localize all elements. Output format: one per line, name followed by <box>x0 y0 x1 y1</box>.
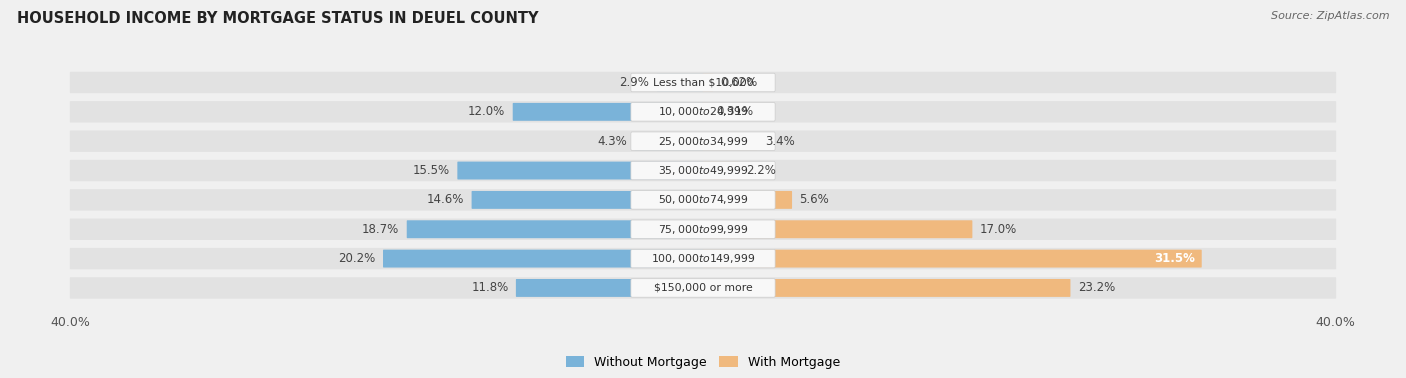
FancyBboxPatch shape <box>516 279 703 297</box>
FancyBboxPatch shape <box>703 279 1070 297</box>
FancyBboxPatch shape <box>471 191 703 209</box>
Text: 15.5%: 15.5% <box>413 164 450 177</box>
FancyBboxPatch shape <box>631 249 775 268</box>
Text: 31.5%: 31.5% <box>1154 252 1195 265</box>
Text: $150,000 or more: $150,000 or more <box>654 283 752 293</box>
FancyBboxPatch shape <box>703 249 1202 268</box>
FancyBboxPatch shape <box>703 161 738 180</box>
Text: 14.6%: 14.6% <box>427 194 464 206</box>
FancyBboxPatch shape <box>631 102 775 121</box>
Text: $35,000 to $49,999: $35,000 to $49,999 <box>658 164 748 177</box>
Text: 2.9%: 2.9% <box>620 76 650 89</box>
Text: $75,000 to $99,999: $75,000 to $99,999 <box>658 223 748 236</box>
FancyBboxPatch shape <box>631 220 775 239</box>
FancyBboxPatch shape <box>70 160 1336 181</box>
Text: $10,000 to $24,999: $10,000 to $24,999 <box>658 105 748 118</box>
FancyBboxPatch shape <box>631 279 775 297</box>
Legend: Without Mortgage, With Mortgage: Without Mortgage, With Mortgage <box>561 350 845 373</box>
Text: 3.4%: 3.4% <box>765 135 794 148</box>
FancyBboxPatch shape <box>703 103 709 121</box>
FancyBboxPatch shape <box>70 218 1336 240</box>
Text: 23.2%: 23.2% <box>1078 282 1115 294</box>
Text: $100,000 to $149,999: $100,000 to $149,999 <box>651 252 755 265</box>
FancyBboxPatch shape <box>70 101 1336 122</box>
FancyBboxPatch shape <box>631 73 775 92</box>
FancyBboxPatch shape <box>631 161 775 180</box>
FancyBboxPatch shape <box>70 248 1336 269</box>
FancyBboxPatch shape <box>70 130 1336 152</box>
Text: 20.2%: 20.2% <box>339 252 375 265</box>
FancyBboxPatch shape <box>382 249 703 268</box>
Text: Source: ZipAtlas.com: Source: ZipAtlas.com <box>1271 11 1389 21</box>
Text: 12.0%: 12.0% <box>468 105 505 118</box>
Text: 11.8%: 11.8% <box>471 282 509 294</box>
FancyBboxPatch shape <box>457 161 703 180</box>
FancyBboxPatch shape <box>631 191 775 209</box>
FancyBboxPatch shape <box>631 132 775 150</box>
FancyBboxPatch shape <box>70 72 1336 93</box>
FancyBboxPatch shape <box>70 189 1336 211</box>
Text: 0.31%: 0.31% <box>716 105 754 118</box>
FancyBboxPatch shape <box>406 220 703 238</box>
Text: 18.7%: 18.7% <box>363 223 399 236</box>
FancyBboxPatch shape <box>634 132 703 150</box>
Text: 2.2%: 2.2% <box>745 164 776 177</box>
Text: Less than $10,000: Less than $10,000 <box>652 77 754 87</box>
FancyBboxPatch shape <box>703 132 758 150</box>
FancyBboxPatch shape <box>513 103 703 121</box>
Text: $25,000 to $34,999: $25,000 to $34,999 <box>658 135 748 148</box>
Text: 4.3%: 4.3% <box>598 135 627 148</box>
FancyBboxPatch shape <box>703 220 973 238</box>
Text: HOUSEHOLD INCOME BY MORTGAGE STATUS IN DEUEL COUNTY: HOUSEHOLD INCOME BY MORTGAGE STATUS IN D… <box>17 11 538 26</box>
Text: 17.0%: 17.0% <box>980 223 1017 236</box>
FancyBboxPatch shape <box>657 74 703 91</box>
FancyBboxPatch shape <box>703 191 792 209</box>
Text: 5.6%: 5.6% <box>800 194 830 206</box>
FancyBboxPatch shape <box>70 277 1336 299</box>
Text: $50,000 to $74,999: $50,000 to $74,999 <box>658 194 748 206</box>
Text: 0.62%: 0.62% <box>721 76 758 89</box>
FancyBboxPatch shape <box>703 74 713 91</box>
